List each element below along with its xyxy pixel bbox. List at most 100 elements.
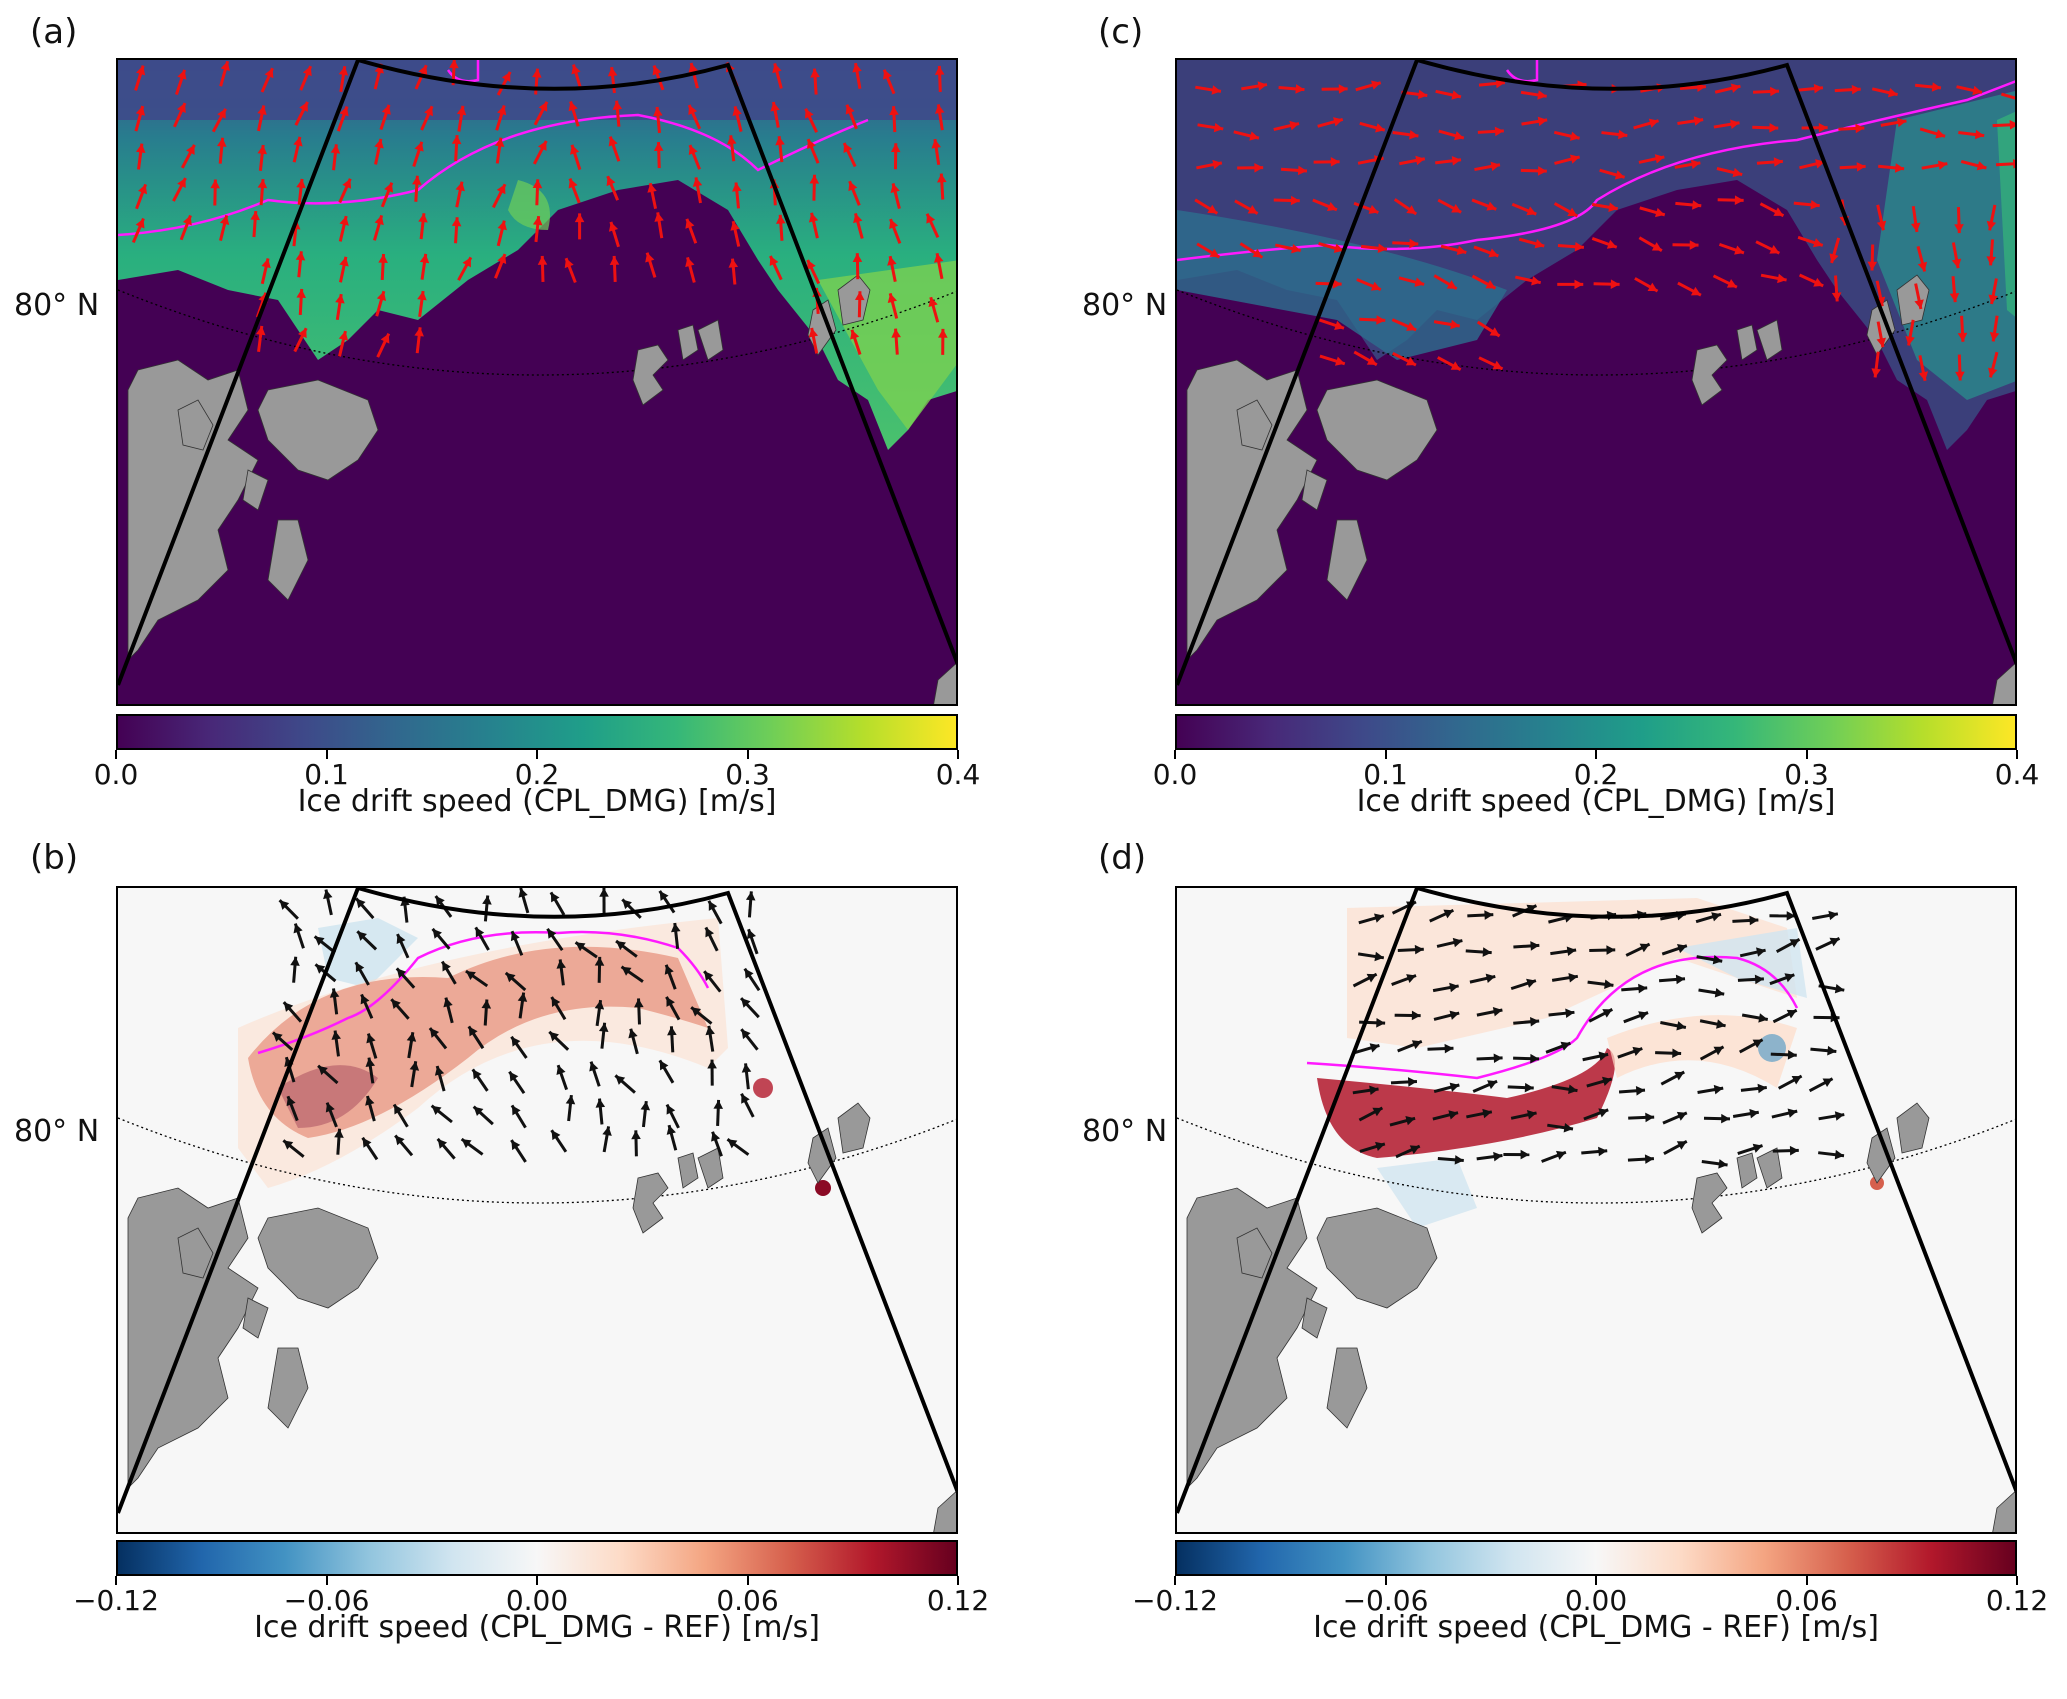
- colorbar-tick-label: 0.12: [926, 1584, 990, 1617]
- land-polygon: [242, 469, 269, 511]
- drift-vector-head: [1645, 1112, 1655, 1123]
- drift-vector-head: [1372, 1107, 1383, 1117]
- drift-vector-head: [631, 1130, 641, 1140]
- drift-vector-head: [1449, 1010, 1460, 1020]
- land-polygon: [1236, 1227, 1273, 1279]
- drift-vector-head: [1813, 277, 1824, 287]
- drift-vector-head: [705, 1025, 715, 1036]
- drift-vector-head: [323, 889, 333, 900]
- colorbar-tick-mark: [325, 1576, 328, 1585]
- drift-vector-head: [887, 293, 898, 304]
- land-polygon: [1736, 1152, 1758, 1189]
- drift-vector-head: [1568, 972, 1578, 983]
- map-panel-c: [1175, 58, 2017, 706]
- drift-vector-head: [1333, 117, 1343, 127]
- colorbar-tick-mark: [746, 750, 749, 759]
- drift-vector-head: [1769, 123, 1779, 133]
- drift-vector-head: [366, 1033, 376, 1044]
- drift-vector-head: [1213, 122, 1224, 133]
- drift-vector-head: [331, 1030, 341, 1040]
- land-polygon: [1236, 399, 1273, 451]
- drift-vector-head: [1672, 1048, 1682, 1059]
- drift-vector-head: [1409, 1145, 1420, 1155]
- drift-vector-head: [315, 964, 326, 974]
- drift-vector-head: [1405, 356, 1416, 366]
- drift-vector-head: [1333, 243, 1344, 253]
- drift-vector-head: [659, 1060, 669, 1071]
- drift-vector-head: [1654, 154, 1665, 164]
- drift-vector-head: [1855, 123, 1865, 134]
- colorbar-tick-label: 0.00: [505, 1584, 569, 1617]
- drift-vector-head: [685, 218, 695, 229]
- drift-vector-head: [887, 256, 897, 266]
- drift-vector-head: [1676, 1141, 1687, 1150]
- colorbar-tick-label: −0.12: [1132, 1584, 1218, 1617]
- drift-vector-head: [1789, 939, 1800, 948]
- drift-vector-head: [1602, 1076, 1612, 1086]
- drift-vector-head: [1676, 1111, 1687, 1121]
- drift-vector-head: [1488, 248, 1499, 258]
- colorbar-tick-mark: [115, 750, 117, 759]
- land-polygon: [242, 1297, 269, 1339]
- drift-vector-head: [1376, 315, 1386, 325]
- drift-vector-head: [342, 178, 352, 189]
- colorbar-tick-mark: [2016, 750, 2018, 759]
- drift-vector-head: [1415, 155, 1425, 166]
- drift-vector: [2000, 92, 2015, 100]
- drift-vector-head: [286, 1096, 296, 1107]
- drift-vector-head: [574, 213, 585, 223]
- drift-vector-head: [299, 101, 308, 112]
- drift-vector-head: [472, 1069, 482, 1080]
- colorbar-tick-mark: [1805, 1576, 1808, 1585]
- drift-vector-head: [606, 176, 616, 187]
- drift-vector-head: [1486, 201, 1497, 211]
- drift-vector-head: [1910, 222, 1921, 232]
- colorbar-tick-mark: [115, 1576, 117, 1585]
- drift-vector-head: [1931, 82, 1942, 92]
- drift-vector-head: [1334, 356, 1345, 366]
- drift-vector-head: [741, 1093, 750, 1104]
- drift-vector-head: [1449, 982, 1459, 993]
- drift-vector-head: [550, 892, 560, 903]
- lat-label-80n-c: 80° N: [1082, 288, 1168, 323]
- drift-vector-head: [1494, 126, 1504, 137]
- drift-vector-head: [1876, 220, 1887, 231]
- land-polygon: [257, 1207, 379, 1309]
- drift-vector-head: [934, 65, 945, 75]
- drift-vector-head: [727, 1139, 738, 1149]
- drift-vector-head: [808, 212, 819, 223]
- colorbar-tick-mark: [536, 1576, 538, 1585]
- drift-vector-head: [1560, 1041, 1571, 1051]
- drift-vector-head: [843, 142, 853, 153]
- drift-vector-head: [1754, 974, 1764, 985]
- drift-vector-head: [220, 61, 230, 71]
- drift-vector-head: [451, 135, 462, 145]
- colorbar-tick-label: 0.1: [304, 758, 349, 791]
- drift-vector-head: [608, 221, 619, 232]
- drift-vector-head: [1693, 116, 1704, 126]
- ice-edge-contour: [118, 113, 869, 237]
- drift-vector-head: [330, 144, 341, 154]
- drift-vector-head: [357, 931, 367, 941]
- drift-vector-head: [1417, 89, 1428, 100]
- drift-vector-head: [1813, 83, 1823, 94]
- panel-label-c: (c): [1098, 12, 1144, 52]
- drift-vector-head: [854, 291, 865, 301]
- latitude-80n-line: [1177, 289, 2015, 376]
- drift-vector-head: [1730, 119, 1740, 129]
- drift-vector-head: [705, 927, 715, 938]
- drift-vector-head: [1211, 85, 1221, 95]
- drift-vector-head: [1598, 1108, 1609, 1118]
- drift-vector-head: [1568, 1084, 1578, 1094]
- drift-vector-head: [850, 329, 860, 340]
- drift-vector-head: [1330, 157, 1340, 167]
- drift-vector-head: [298, 328, 307, 339]
- drift-vector-head: [1867, 261, 1878, 271]
- drift-vector-head: [329, 988, 340, 998]
- drift-vector-head: [1730, 83, 1741, 93]
- drift-vector-head: [1905, 335, 1915, 346]
- drift-vector-head: [1482, 947, 1492, 957]
- colorbar-tick-mark: [1174, 750, 1176, 759]
- land-polygon: [632, 1172, 669, 1234]
- drift-vector-head: [1675, 974, 1686, 985]
